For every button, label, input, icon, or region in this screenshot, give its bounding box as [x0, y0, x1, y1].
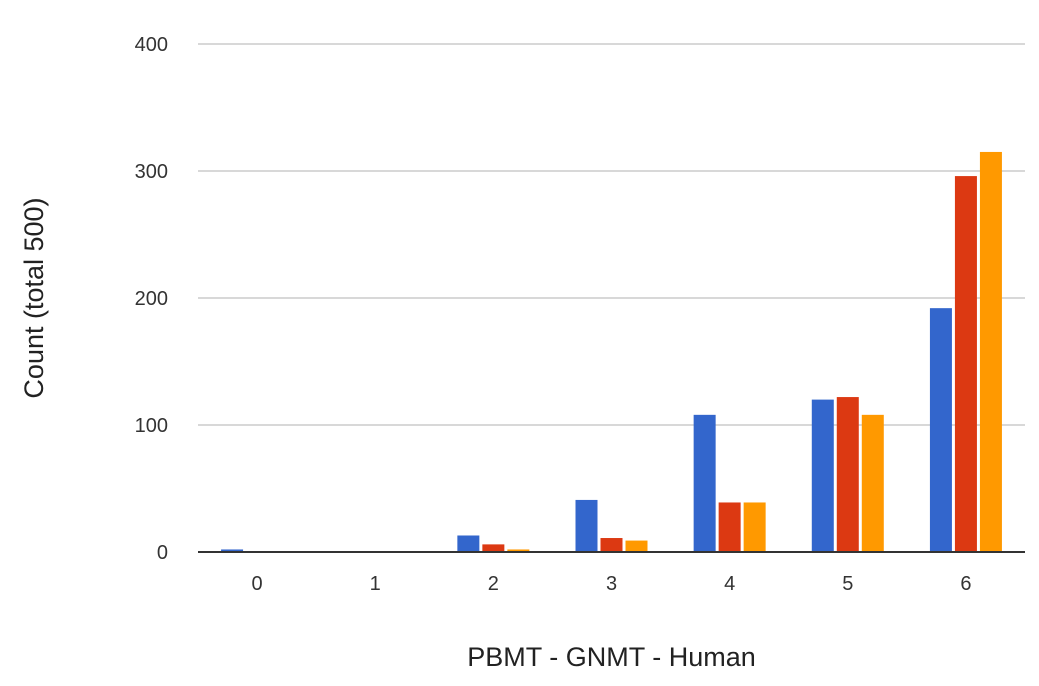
x-axis-title: PBMT - GNMT - Human: [467, 642, 756, 672]
gridlines: [198, 43, 1025, 426]
x-tick-label-4: 4: [724, 573, 735, 595]
y-axis-title: Count (total 500): [19, 197, 49, 398]
y-tick-label-200: 200: [135, 288, 168, 310]
y-tick-labels: 0 100 200 300 400: [135, 34, 168, 564]
x-tick-label-3: 3: [606, 573, 617, 595]
bar-5-series-1: [811, 399, 834, 552]
bar-5-series-2: [836, 397, 859, 552]
bar-6-series-2: [954, 176, 977, 552]
bar-0-series-1: [221, 549, 244, 552]
bar-3-series-3: [625, 540, 648, 552]
bar-4-series-1: [693, 414, 716, 552]
bar-5-series-3: [861, 414, 884, 552]
x-tick-labels: 0 1 2 3 4 5 6: [252, 573, 972, 595]
y-tick-label-100: 100: [135, 415, 168, 437]
bar-3-series-2: [600, 538, 623, 552]
bar-4-series-2: [718, 502, 741, 552]
bar-2-series-3: [507, 549, 530, 552]
bar-2-series-2: [482, 544, 505, 552]
bar-2-series-1: [457, 535, 480, 552]
bar-6-series-3: [979, 151, 1002, 552]
x-tick-label-1: 1: [370, 573, 381, 595]
x-tick-label-6: 6: [960, 573, 971, 595]
x-tick-label-2: 2: [488, 573, 499, 595]
bar-6-series-1: [929, 308, 952, 552]
bar-4-series-3: [743, 502, 766, 552]
y-tick-label-400: 400: [135, 34, 168, 56]
x-tick-label-0: 0: [252, 573, 263, 595]
bars: [221, 151, 1002, 552]
y-tick-label-300: 300: [135, 161, 168, 183]
bar-3-series-1: [575, 499, 598, 552]
x-tick-label-5: 5: [842, 573, 853, 595]
y-tick-label-0: 0: [157, 542, 168, 564]
